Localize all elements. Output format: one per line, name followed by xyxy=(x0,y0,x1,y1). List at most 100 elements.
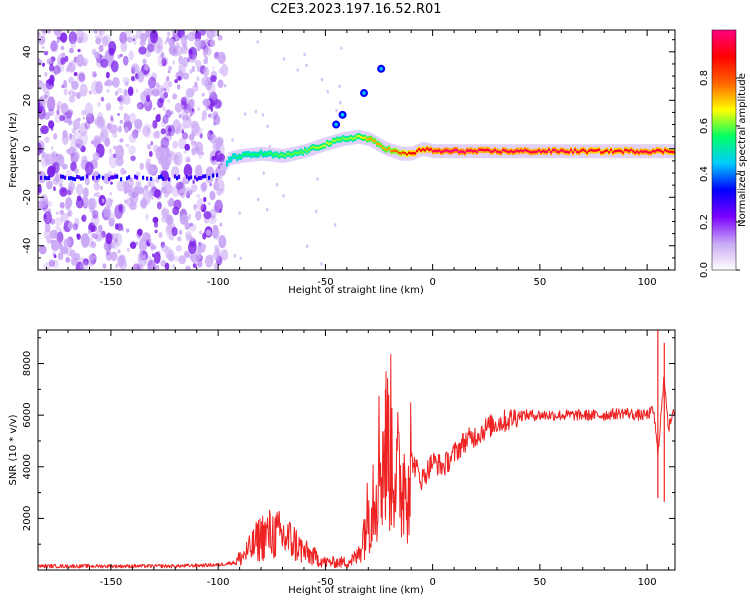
noise-speck xyxy=(191,147,197,156)
noise-speck xyxy=(51,69,54,73)
ridge-core xyxy=(76,174,79,179)
noise-speck xyxy=(238,211,241,215)
noise-speck xyxy=(153,251,161,264)
noise-speck xyxy=(177,76,182,81)
x-tick-label: -150 xyxy=(100,277,123,288)
noise-speck xyxy=(146,144,152,150)
noise-speck xyxy=(56,104,60,110)
noise-speck xyxy=(48,200,53,207)
ridge-peak xyxy=(614,150,617,153)
colorbar-tick-label: 0.4 xyxy=(699,166,710,182)
noise-speck xyxy=(211,155,217,161)
noise-speck xyxy=(174,79,179,84)
noise-speck xyxy=(114,204,123,220)
noise-speck xyxy=(115,156,124,167)
noise-speck xyxy=(200,184,203,187)
noise-speck xyxy=(176,236,182,242)
ridge-peak xyxy=(464,151,467,154)
noise-speck xyxy=(316,177,319,181)
noise-speck xyxy=(108,153,118,169)
noise-speck xyxy=(100,58,109,69)
ridge-peak xyxy=(580,149,583,152)
noise-speck xyxy=(65,196,73,208)
noise-speck xyxy=(74,168,79,174)
ridge-peak xyxy=(432,150,435,153)
noise-speck xyxy=(65,256,71,263)
ridge-core xyxy=(64,175,67,180)
colorbar: 0.0 0.2 0.4 0.6 0.8 Normalized spectral ampl… xyxy=(699,29,748,278)
noise-speck xyxy=(203,66,210,78)
ridge-peak xyxy=(240,155,243,159)
y-tick-label: -40 xyxy=(22,238,33,254)
x-tick-label: -100 xyxy=(207,577,230,588)
noise-speck xyxy=(127,184,133,193)
ridge-peak xyxy=(638,151,641,154)
ridge-peak xyxy=(386,148,389,151)
noise-speck xyxy=(42,62,45,67)
noise-speck xyxy=(147,43,155,53)
ridge-core xyxy=(72,176,75,181)
ridge-peak xyxy=(392,149,395,153)
noise-speck xyxy=(61,52,66,57)
colorbar-scale xyxy=(711,29,737,271)
ridge-peak xyxy=(532,150,535,154)
noise-speck xyxy=(125,30,133,37)
noise-speck xyxy=(59,201,65,209)
noise-speck xyxy=(146,127,150,132)
ridge-peak xyxy=(304,148,307,152)
noise-speck xyxy=(160,128,166,135)
ridge-peak xyxy=(338,138,341,142)
noise-speck xyxy=(167,124,175,137)
ridge-core xyxy=(46,176,49,181)
noise-speck xyxy=(56,108,60,116)
noise-speck xyxy=(180,192,186,199)
ridge-peak xyxy=(370,137,373,140)
noise-speck xyxy=(202,98,211,107)
ridge-peak xyxy=(380,144,383,148)
noise-speck xyxy=(60,212,69,223)
noise-speck xyxy=(210,112,214,119)
ridge-peak xyxy=(492,150,495,153)
colorbar-tick-label: 0.6 xyxy=(699,118,710,134)
noise-speck xyxy=(95,81,103,94)
ridge-peak xyxy=(586,151,589,154)
ridge-core xyxy=(208,175,211,180)
noise-speck xyxy=(204,254,214,268)
ridge-core xyxy=(150,176,153,181)
ridge-peak xyxy=(296,151,299,155)
noise-speck xyxy=(105,232,113,245)
noise-speck xyxy=(66,210,72,217)
noise-speck xyxy=(179,214,189,225)
noise-speck xyxy=(84,121,91,130)
noise-speck xyxy=(164,40,168,45)
ridge-peak xyxy=(482,148,485,152)
noise-speck xyxy=(178,113,182,119)
ridge-peak xyxy=(352,137,355,141)
noise-speck xyxy=(194,250,202,261)
noise-speck xyxy=(231,138,234,142)
noise-speck xyxy=(208,202,211,206)
ridge-peak xyxy=(272,154,275,157)
ridge-peak xyxy=(364,136,367,139)
noise-speck xyxy=(99,128,109,143)
noise-speck xyxy=(96,232,104,242)
ridge-peak xyxy=(324,144,327,147)
noise-speck xyxy=(59,114,65,122)
noise-speck xyxy=(49,85,53,90)
ridge-peak xyxy=(634,151,637,154)
noise-speck xyxy=(65,110,73,119)
ridge-peak xyxy=(442,150,445,153)
y-tick-label: 6000 xyxy=(22,402,33,427)
noise-speck xyxy=(157,85,165,94)
noise-speck xyxy=(39,194,49,209)
ridge-core xyxy=(128,175,131,180)
ridge-peak xyxy=(598,148,601,151)
noise-speck xyxy=(197,245,203,253)
noise-speck xyxy=(44,71,48,77)
noise-speck xyxy=(41,151,46,159)
noise-speck xyxy=(68,134,76,142)
ridge-peak xyxy=(658,148,661,152)
noise-speck xyxy=(172,119,181,134)
noise-speck xyxy=(149,30,159,44)
noise-speck xyxy=(118,95,124,103)
